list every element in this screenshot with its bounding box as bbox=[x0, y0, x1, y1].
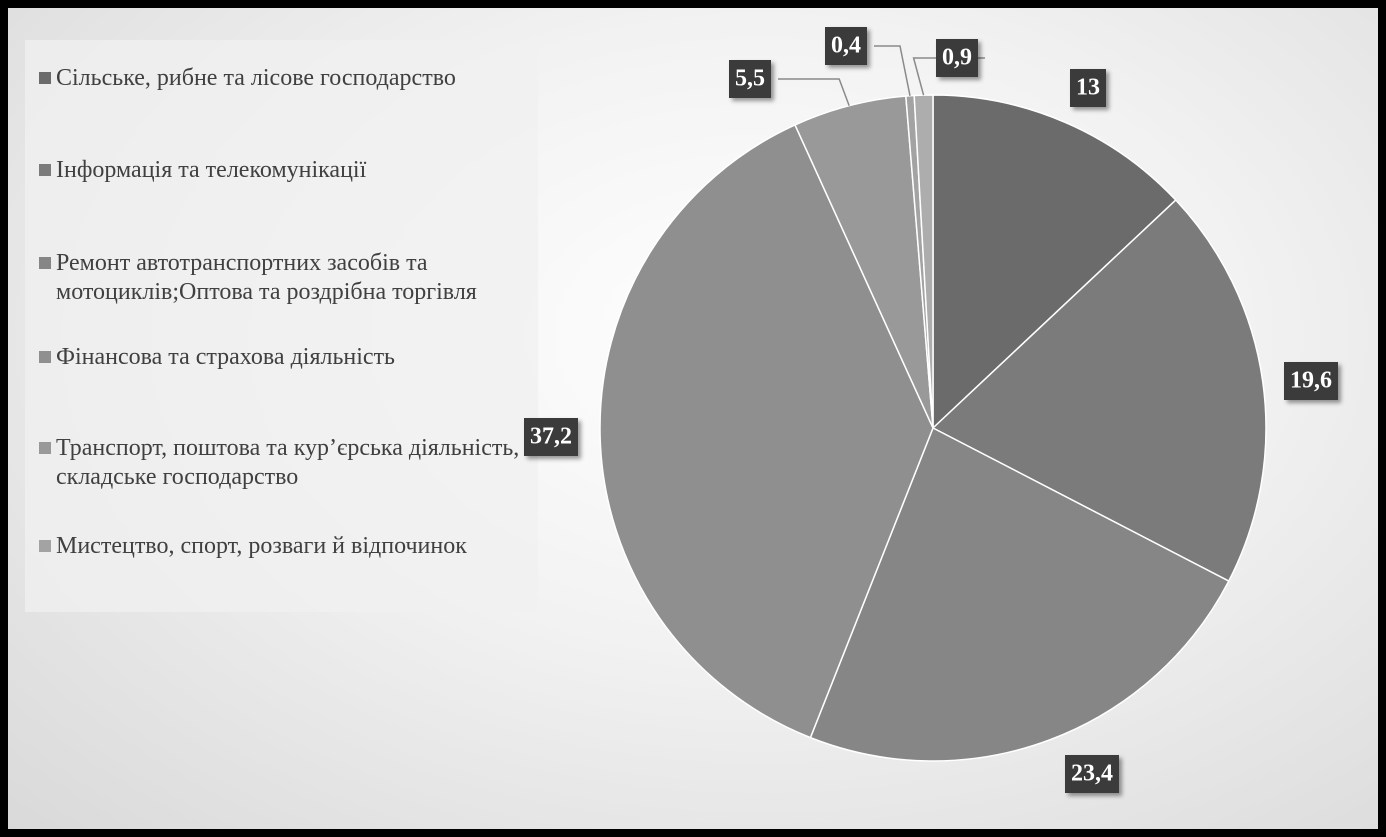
data-label-box bbox=[825, 27, 867, 65]
legend-swatch bbox=[39, 257, 51, 269]
data-label-text: 0,9 bbox=[942, 45, 972, 71]
legend-swatch bbox=[39, 351, 51, 363]
data-label-box bbox=[524, 418, 578, 456]
data-label-text: 23,4 bbox=[1071, 761, 1113, 787]
legend-item: Ремонт автотранспортних засобів та мотоц… bbox=[39, 249, 529, 307]
data-label-text: 0,4 bbox=[831, 33, 861, 59]
legend-item: Фінансова та страхова діяльність bbox=[39, 343, 529, 372]
legend-item: Інформація та телекомунікації bbox=[39, 156, 529, 185]
data-label-box bbox=[1070, 69, 1106, 107]
data-label-text: 19,6 bbox=[1290, 368, 1332, 394]
legend-item: Сільське, рибне та лісове господарство bbox=[39, 64, 529, 93]
data-label: 0,4 bbox=[825, 27, 867, 65]
data-label-box bbox=[729, 60, 771, 98]
legend-swatch bbox=[39, 442, 51, 454]
legend-item: Мистецтво, спорт, розваги й відпочинок bbox=[39, 532, 529, 561]
legend-label: Мистецтво, спорт, розваги й відпочинок bbox=[56, 533, 467, 559]
legend-swatch bbox=[39, 72, 51, 84]
data-label-box bbox=[1284, 362, 1338, 400]
data-label-text: 37,2 bbox=[530, 424, 572, 450]
pie-slice bbox=[599, 123, 934, 739]
pie-slice bbox=[809, 426, 1230, 762]
legend-swatch bbox=[39, 164, 51, 176]
legend-swatch bbox=[39, 540, 51, 552]
legend-label: Фінансова та страхова діяльність bbox=[56, 344, 395, 370]
data-label: 0,9 bbox=[936, 39, 978, 77]
data-label-box bbox=[936, 39, 978, 77]
pie-area: 13 19,6 23,4 37,2 5,5 0,4 0,9 bbox=[524, 27, 1338, 793]
leader-line bbox=[874, 45, 911, 96]
data-label-text: 5,5 bbox=[735, 66, 765, 92]
pie-slice bbox=[932, 94, 1177, 430]
legend-item: Транспорт, поштова та кур’єрська діяльні… bbox=[39, 434, 529, 492]
data-label: 13 bbox=[1070, 69, 1106, 107]
legend-label: Сільське, рибне та лісове господарство bbox=[56, 65, 456, 91]
leader-line bbox=[778, 78, 850, 106]
data-label: 23,4 bbox=[1065, 755, 1119, 793]
legend-label: Транспорт, поштова та кур’єрська діяльні… bbox=[56, 435, 520, 490]
data-label-box bbox=[1065, 755, 1119, 793]
legend: Сільське, рибне та лісове господарство Ін… bbox=[25, 40, 538, 612]
data-label: 37,2 bbox=[524, 418, 578, 456]
data-label-text: 13 bbox=[1076, 75, 1100, 101]
pie-slice bbox=[931, 198, 1267, 583]
legend-label: Ремонт автотранспортних засобів та мотоц… bbox=[56, 250, 477, 305]
legend-label: Інформація та телекомунікації bbox=[56, 157, 367, 183]
data-label: 19,6 bbox=[1284, 362, 1338, 400]
data-label: 5,5 bbox=[729, 60, 771, 98]
